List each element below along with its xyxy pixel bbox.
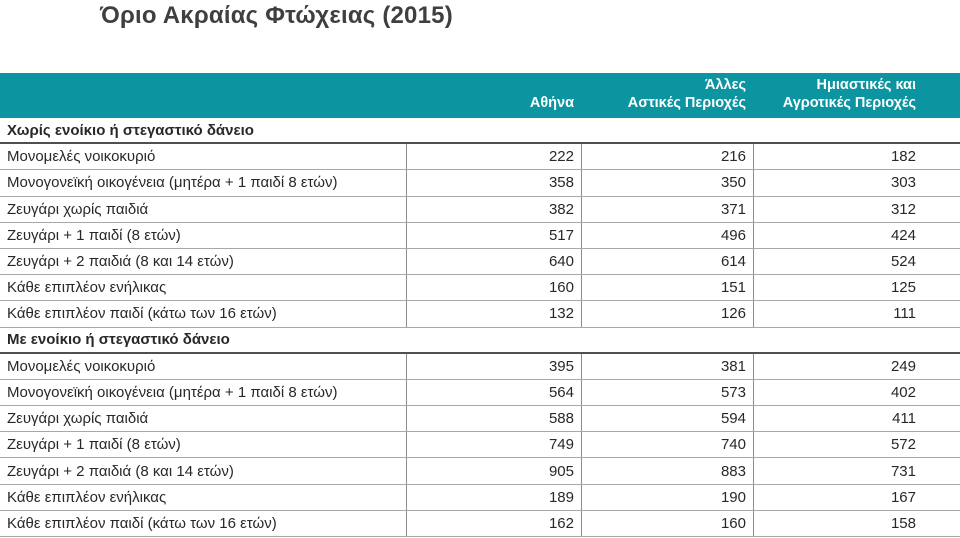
cell-value: 588 xyxy=(406,406,581,432)
row-label: Μονογονεϊκή οικογένεια (μητέρα + 1 παιδί… xyxy=(7,383,338,401)
section-header-row-with-rent: Με ενοίκιο ή στεγαστικό δάνειο xyxy=(0,327,960,354)
cell-value: 371 xyxy=(581,196,753,222)
cell-value: 125 xyxy=(753,275,960,301)
cell-value: 350 xyxy=(581,170,753,196)
column-header-other-urban: Άλλες Αστικές Περιοχές xyxy=(581,76,753,118)
cell-value: 517 xyxy=(406,222,581,248)
column-header-line: Άλλες xyxy=(704,77,746,93)
cell-value: 614 xyxy=(581,248,753,275)
table-row: Μονογονεϊκή οικογένεια (μητέρα + 1 παιδί… xyxy=(0,379,960,407)
cell-value: 182 xyxy=(753,144,960,170)
row-label: Κάθε επιπλέον παιδί (κάτω των 16 ετών) xyxy=(7,514,277,532)
table-row: Ζευγάρι χωρίς παιδιά 588 594 411 xyxy=(0,406,960,433)
row-label: Ζευγάρι + 1 παιδί (8 ετών) xyxy=(7,226,181,244)
table-row: Ζευγάρι + 2 παιδιά (8 και 14 ετών) 640 6… xyxy=(0,248,960,276)
table-row: Κάθε επιπλέον ενήλικας 160 151 125 xyxy=(0,275,960,302)
section-header-row-without-rent: Χωρίς ενοίκιο ή στεγαστικό δάνειο xyxy=(0,118,960,145)
cell-value: 358 xyxy=(406,170,581,196)
table-row: Ζευγάρι + 2 παιδιά (8 και 14 ετών) 905 8… xyxy=(0,458,960,485)
cell-value: 160 xyxy=(581,510,753,536)
table-row: Ζευγάρι + 1 παιδί (8 ετών) 517 496 424 xyxy=(0,222,960,249)
cell-value: 749 xyxy=(406,432,581,458)
cell-value: 151 xyxy=(581,275,753,301)
cell-value: 883 xyxy=(581,458,753,484)
section-header-label: Χωρίς ενοίκιο ή στεγαστικό δάνειο xyxy=(7,121,254,139)
table-header-row: Αθήνα Άλλες Αστικές Περιοχές Ημιαστικές … xyxy=(0,73,960,118)
column-header-line: Αστικές Περιοχές xyxy=(627,95,746,111)
row-label: Ζευγάρι χωρίς παιδιά xyxy=(7,200,149,218)
section-header-label: Με ενοίκιο ή στεγαστικό δάνειο xyxy=(7,331,230,349)
table-row: Κάθε επιπλέον παιδί (κάτω των 16 ετών) 1… xyxy=(0,301,960,328)
cell-value: 111 xyxy=(753,301,960,327)
poverty-threshold-table: Αθήνα Άλλες Αστικές Περιοχές Ημιαστικές … xyxy=(0,73,960,537)
cell-value: 524 xyxy=(753,248,960,275)
cell-value: 594 xyxy=(581,406,753,432)
page-title: Όριο Ακραίας Φτώχειας (2015) xyxy=(100,2,453,29)
cell-value: 572 xyxy=(753,432,960,458)
cell-value: 160 xyxy=(406,275,581,301)
column-header-line: Αγροτικές Περιοχές xyxy=(782,95,916,111)
cell-value: 167 xyxy=(753,484,960,510)
cell-value: 189 xyxy=(406,484,581,510)
cell-value: 573 xyxy=(581,379,753,406)
table-row: Μονομελές νοικοκυριό 395 381 249 xyxy=(0,353,960,380)
cell-value: 126 xyxy=(581,301,753,327)
cell-value: 190 xyxy=(581,484,753,510)
column-header-semiurban-rural: Ημιαστικές και Αγροτικές Περιοχές xyxy=(753,76,960,118)
row-label: Μονογονεϊκή οικογένεια (μητέρα + 1 παιδί… xyxy=(7,174,338,192)
cell-value: 395 xyxy=(406,353,581,379)
row-label: Ζευγάρι + 2 παιδιά (8 και 14 ετών) xyxy=(7,462,234,480)
cell-value: 216 xyxy=(581,144,753,170)
table-row: Κάθε επιπλέον ενήλικας 189 190 167 xyxy=(0,484,960,511)
cell-value: 424 xyxy=(753,222,960,248)
cell-value: 162 xyxy=(406,510,581,536)
cell-value: 402 xyxy=(753,379,960,406)
cell-value: 158 xyxy=(753,510,960,536)
table-row: Κάθε επιπλέον παιδί (κάτω των 16 ετών) 1… xyxy=(0,510,960,537)
column-header-line: Ημιαστικές και xyxy=(816,77,916,93)
cell-value: 312 xyxy=(753,196,960,222)
column-header-athens: Αθήνα xyxy=(406,94,581,118)
table-row: Ζευγάρι χωρίς παιδιά 382 371 312 xyxy=(0,196,960,223)
row-label: Ζευγάρι + 1 παιδί (8 ετών) xyxy=(7,436,181,454)
row-label: Ζευγάρι χωρίς παιδιά xyxy=(7,410,149,428)
cell-value: 222 xyxy=(406,144,581,170)
column-header-line: Αθήνα xyxy=(529,95,574,111)
table-row: Ζευγάρι + 1 παιδί (8 ετών) 749 740 572 xyxy=(0,432,960,459)
cell-value: 303 xyxy=(753,170,960,196)
table-row: Μονογονεϊκή οικογένεια (μητέρα + 1 παιδί… xyxy=(0,170,960,197)
row-label: Κάθε επιπλέον παιδί (κάτω των 16 ετών) xyxy=(7,305,277,323)
cell-value: 132 xyxy=(406,301,581,327)
cell-value: 731 xyxy=(753,458,960,484)
row-label: Ζευγάρι + 2 παιδιά (8 και 14 ετών) xyxy=(7,253,234,271)
cell-value: 564 xyxy=(406,379,581,406)
table-row: Μονομελές νοικοκυριό 222 216 182 xyxy=(0,144,960,171)
cell-value: 740 xyxy=(581,432,753,458)
row-label: Κάθε επιπλέον ενήλικας xyxy=(7,488,167,506)
cell-value: 382 xyxy=(406,196,581,222)
cell-value: 640 xyxy=(406,248,581,275)
cell-value: 496 xyxy=(581,222,753,248)
cell-value: 381 xyxy=(581,353,753,379)
row-label: Μονομελές νοικοκυριό xyxy=(7,148,156,166)
cell-value: 249 xyxy=(753,353,960,379)
row-label: Μονομελές νοικοκυριό xyxy=(7,357,156,375)
cell-value: 411 xyxy=(753,406,960,432)
cell-value: 905 xyxy=(406,458,581,484)
row-label: Κάθε επιπλέον ενήλικας xyxy=(7,279,167,297)
